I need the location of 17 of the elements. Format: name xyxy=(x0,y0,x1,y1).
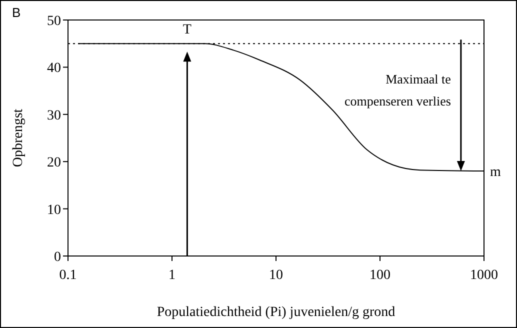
annotation: T xyxy=(182,22,192,38)
annotation: m xyxy=(490,165,501,180)
x-tick-label: 10 xyxy=(269,268,283,283)
y-tick-label: 10 xyxy=(47,202,61,218)
chart-title: B xyxy=(12,5,21,20)
x-axis-title: Populatiedichtheid (Pi) juvenielen/g grond xyxy=(156,305,396,320)
y-tick-label: 20 xyxy=(47,156,61,171)
y-tick-label: 0 xyxy=(54,250,61,265)
y-tick-label: 50 xyxy=(47,14,61,29)
x-tick-label: 1 xyxy=(168,268,176,283)
x-tick-label: 0.1 xyxy=(59,268,77,283)
y-tick-label: 40 xyxy=(47,61,61,76)
x-tick-label: 1000 xyxy=(470,268,498,283)
x-tick-label: 100 xyxy=(370,268,390,283)
y-axis-title: Opbrengst xyxy=(11,108,26,168)
annotation: Maximaal te compenseren verlies xyxy=(344,72,452,109)
y-tick-label: 30 xyxy=(47,108,61,124)
